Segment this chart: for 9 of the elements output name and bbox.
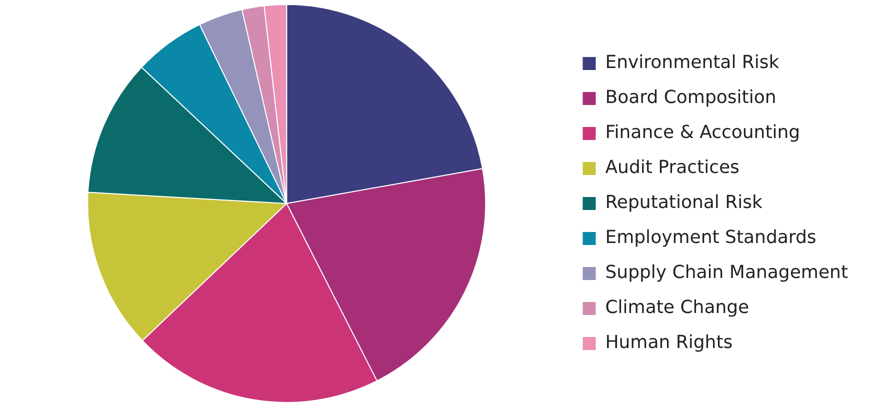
- legend-label: Human Rights: [605, 332, 733, 354]
- legend-label: Employment Standards: [605, 227, 816, 248]
- legend-label: Climate Change: [605, 297, 750, 318]
- legend-label: Finance & Accounting: [605, 122, 800, 144]
- legend-label: Supply Chain Management: [605, 262, 848, 284]
- legend-label: Reputational Risk: [605, 192, 764, 214]
- legend-label: Audit Practices: [605, 157, 740, 178]
- legend-label: Board Composition: [605, 87, 776, 108]
- legend-label: Environmental Risk: [605, 52, 780, 74]
